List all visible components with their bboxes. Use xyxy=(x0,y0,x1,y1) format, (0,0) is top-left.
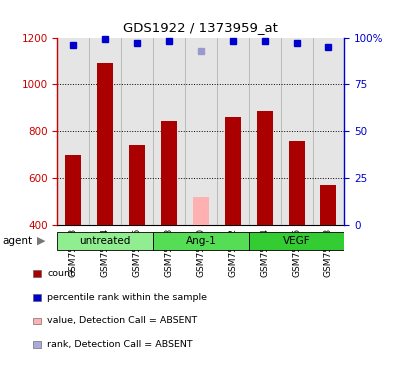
Text: ▶: ▶ xyxy=(37,236,45,246)
Bar xyxy=(65,154,81,225)
Bar xyxy=(121,38,153,225)
Bar xyxy=(248,232,344,250)
Text: Ang-1: Ang-1 xyxy=(185,236,216,246)
Text: rank, Detection Call = ABSENT: rank, Detection Call = ABSENT xyxy=(47,340,192,349)
Bar xyxy=(161,121,177,225)
Bar xyxy=(193,197,208,225)
Bar xyxy=(248,38,280,225)
Bar xyxy=(280,38,312,225)
Title: GDS1922 / 1373959_at: GDS1922 / 1373959_at xyxy=(123,21,278,33)
Text: count: count xyxy=(47,269,74,278)
Bar xyxy=(320,185,336,225)
Text: agent: agent xyxy=(2,236,32,246)
Bar xyxy=(89,38,121,225)
Text: value, Detection Call = ABSENT: value, Detection Call = ABSENT xyxy=(47,316,197,326)
Bar xyxy=(184,38,216,225)
Bar xyxy=(224,117,240,225)
Bar xyxy=(129,146,145,225)
Bar xyxy=(288,141,304,225)
Bar xyxy=(256,111,272,225)
Text: percentile rank within the sample: percentile rank within the sample xyxy=(47,293,207,302)
Text: untreated: untreated xyxy=(79,236,130,246)
Bar xyxy=(57,232,153,250)
Bar xyxy=(153,38,184,225)
Bar xyxy=(57,38,89,225)
Bar xyxy=(97,63,113,225)
Text: VEGF: VEGF xyxy=(282,236,310,246)
Bar xyxy=(153,232,248,250)
Bar xyxy=(216,38,248,225)
Bar xyxy=(312,38,344,225)
